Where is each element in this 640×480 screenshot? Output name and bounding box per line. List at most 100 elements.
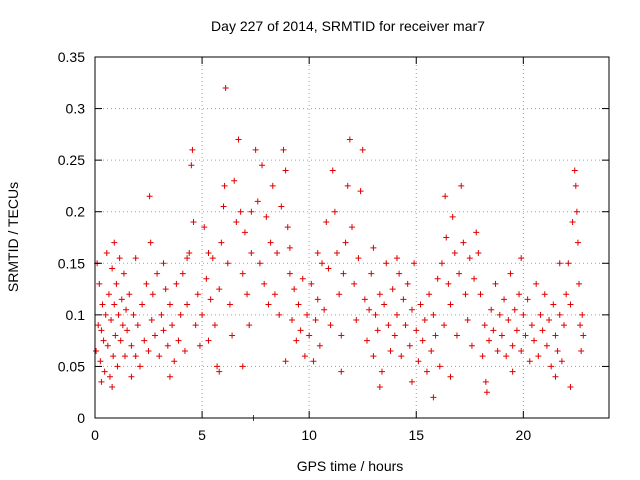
data-point [162,286,169,293]
data-point [154,270,161,277]
data-point [473,229,480,236]
data-point [95,322,102,329]
data-point [537,311,544,318]
data-point [177,311,184,318]
data-point [524,296,531,303]
data-point [546,317,553,324]
data-point [419,337,426,344]
data-points [93,84,587,421]
data-point [351,280,358,287]
data-point [248,208,255,215]
data-point [567,301,574,308]
data-point [171,358,178,365]
data-point [98,378,105,385]
data-point [374,327,381,334]
data-point [340,270,347,277]
data-point [426,291,433,298]
data-point [539,327,546,334]
data-point [535,353,542,360]
data-point [533,280,540,287]
data-point [378,368,385,375]
data-point [136,363,143,370]
data-point [111,239,118,246]
data-point [102,311,109,318]
data-point [126,291,133,298]
data-point [254,198,261,205]
data-point [274,249,281,256]
data-point [475,249,482,256]
data-point [312,317,319,324]
data-point [310,358,317,365]
y-tick-label: 0.25 [58,152,85,168]
data-point [106,373,113,380]
data-point [522,332,529,339]
data-point [516,291,523,298]
data-point [132,353,139,360]
data-point [393,311,400,318]
data-point [563,291,570,298]
data-point [286,244,293,251]
data-point [282,167,289,174]
data-point [148,317,155,324]
data-point [319,260,326,267]
data-point [334,249,341,256]
data-point [231,177,238,184]
data-point [554,347,561,354]
data-point [116,255,123,262]
data-point [114,363,121,370]
data-point [237,208,244,215]
data-point [286,270,293,277]
data-point [120,270,127,277]
data-point [205,337,212,344]
x-tick-label: 0 [91,427,99,443]
data-point [104,342,111,349]
data-point [226,301,233,308]
data-point [291,286,298,293]
data-point [432,332,439,339]
data-point [316,342,323,349]
data-point [396,270,403,277]
grid-lines [95,57,609,418]
data-point [528,322,535,329]
data-point [462,291,469,298]
data-point [417,301,424,308]
data-point [256,260,263,267]
data-point [370,353,377,360]
data-point [188,162,195,169]
data-point [192,322,199,329]
data-point [261,280,268,287]
data-point [556,311,563,318]
data-point [496,311,503,318]
data-point [509,368,516,375]
data-point [479,353,486,360]
data-point [357,188,364,195]
data-point [387,347,394,354]
data-point [550,301,557,308]
data-point [569,219,576,226]
data-point [372,311,379,318]
data-point [548,363,555,370]
data-point [490,327,497,334]
data-point [184,255,191,262]
data-point [353,317,360,324]
data-point [117,337,124,344]
y-tick-label: 0.1 [66,307,86,323]
data-point [391,332,398,339]
y-tick-label: 0.3 [66,101,86,117]
data-point [164,342,171,349]
data-point [561,322,568,329]
data-point [314,296,321,303]
data-point [531,337,538,344]
data-point [112,332,119,339]
data-point [209,255,216,262]
data-point [543,342,550,349]
data-point [408,378,415,385]
x-tick-label: 10 [301,427,317,443]
data-point [451,249,458,256]
data-point [139,301,146,308]
data-point [483,389,490,396]
data-point [327,322,334,329]
data-point [413,327,420,334]
data-point [383,260,390,267]
data-point [370,244,377,251]
